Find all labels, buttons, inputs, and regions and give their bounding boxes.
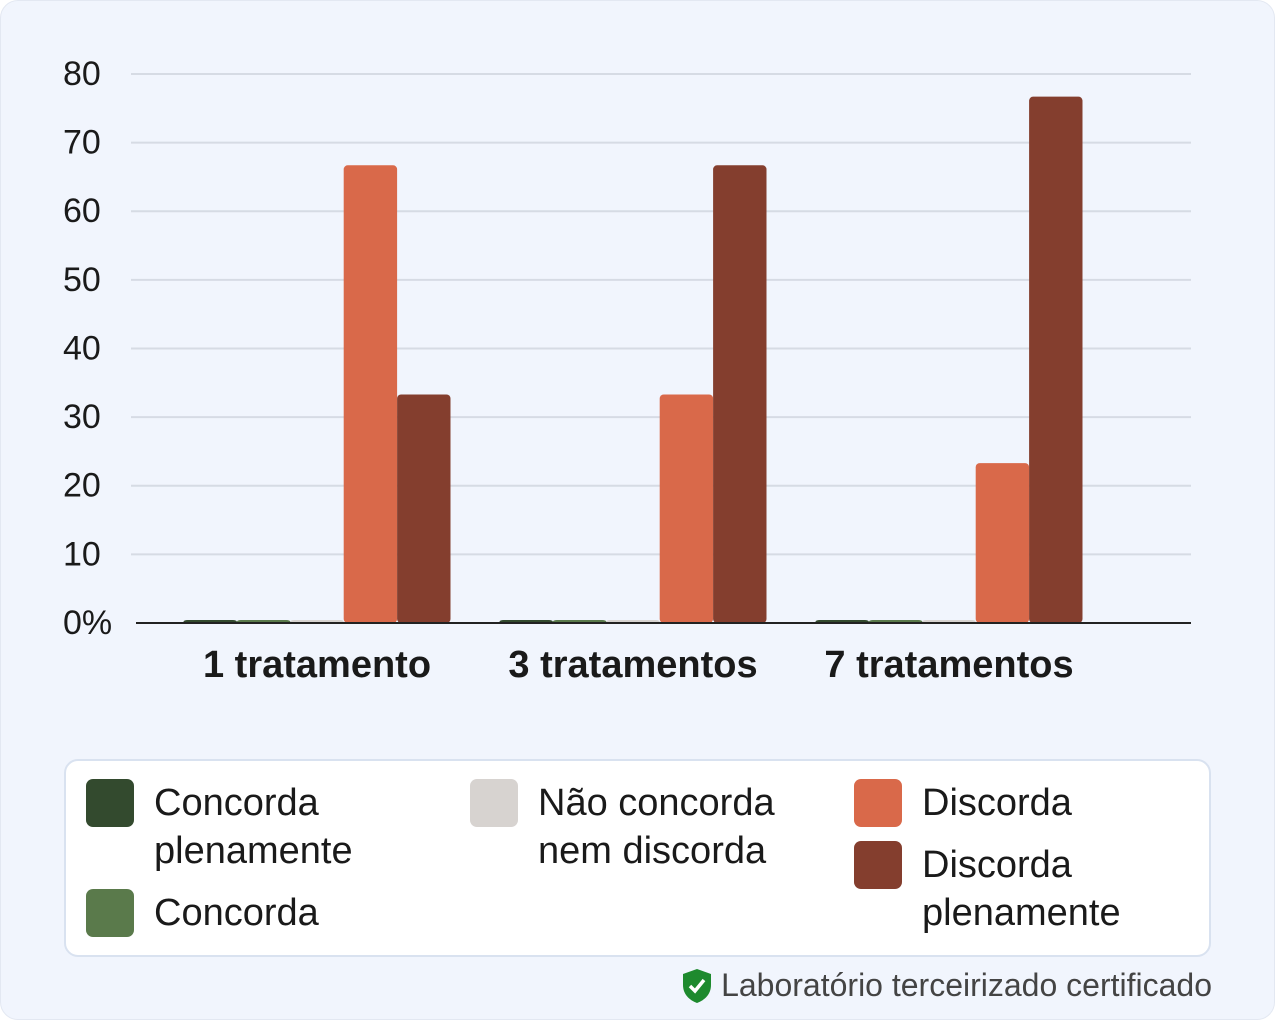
legend-item: Discorda [854,779,1214,827]
legend-column: Discorda Discorda plenamente [854,779,1214,951]
y-tick-label: 0% [63,604,112,642]
y-tick-label: 70 [63,124,101,162]
legend-item: Concorda [86,889,446,937]
legend-label: Discorda [922,782,1072,824]
legend-column: Concorda plenamente Concorda [86,779,446,951]
y-tick-label: 30 [63,398,101,436]
footnote: Laboratório terceirizado certificado [681,967,1212,1004]
y-tick-label: 10 [63,535,101,573]
legend-swatch [854,779,902,827]
legend-item: Concorda plenamente [86,779,446,875]
bar [397,394,451,623]
chart: 0% 10 20 30 40 50 60 70 80 1 tratamento 3 tratamen… [63,55,1191,686]
legend-swatch [854,841,902,889]
legend-label: Discorda plenamente [922,844,1121,934]
y-tick-label: 20 [63,467,101,505]
legend-label: Concorda plenamente [154,782,353,872]
legend-label: Concorda [154,892,319,934]
bar [713,165,767,624]
bar [659,394,714,623]
footnote-text: Laboratório terceirizado certificado [721,967,1212,1003]
legend-item: Não concorda nem discorda [470,779,830,875]
y-tick-label: 40 [63,329,101,367]
legend-swatch [470,779,518,827]
legend-item: Discorda plenamente [854,841,1214,937]
bar [343,165,398,624]
x-tick-label: 1 tratamento [203,644,431,686]
legend-label: Não concorda nem discorda [538,782,775,872]
y-tick-label: 80 [63,55,101,93]
legend-column: Não concorda nem discorda [470,779,830,889]
legend: Concorda plenamente Concorda Não concorda … [64,759,1211,957]
x-tick-label: 3 tratamentos [508,644,757,686]
y-tick-label: 50 [63,261,101,299]
x-tick-label: 7 tratamentos [824,644,1073,686]
legend-swatch [86,889,134,937]
bar [975,463,1030,623]
y-tick-label: 60 [63,192,101,230]
legend-swatch [86,779,134,827]
bar [1029,96,1083,624]
shield-icon [683,968,712,1003]
